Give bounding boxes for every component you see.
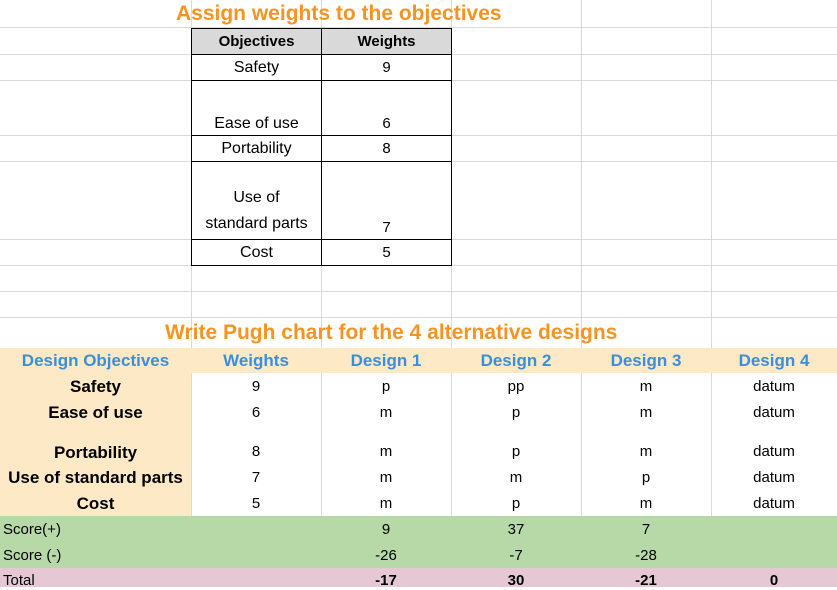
pugh-cell: 9 xyxy=(251,377,261,395)
pugh-row-label: Ease of use xyxy=(0,399,191,425)
pugh-header-design-4: Design 4 xyxy=(711,348,837,373)
weights-title: Assign weights to the objectives xyxy=(176,2,502,25)
weight-cell: 6 xyxy=(321,80,452,136)
pugh-cell: datum xyxy=(753,377,795,395)
pugh-cell: p xyxy=(511,494,521,512)
pugh-cell: m xyxy=(379,468,393,486)
objective-line: Use of xyxy=(233,189,280,206)
pugh-cell: datum xyxy=(753,403,795,421)
score-plus-cell: 37 xyxy=(451,516,581,542)
pugh-row-label: Cost xyxy=(0,490,191,516)
pugh-row-label: Use of standard parts xyxy=(0,464,191,490)
pugh-cell: m xyxy=(639,377,653,395)
pugh-cell: m xyxy=(639,443,653,460)
score-plus-label: Score(+) xyxy=(0,516,321,542)
weight-cell: 8 xyxy=(321,135,452,162)
pugh-cell: p xyxy=(511,403,521,421)
objective-cell: Safety xyxy=(191,54,322,81)
score-plus-cell xyxy=(711,516,837,542)
pugh-cell: m xyxy=(639,403,653,421)
pugh-title: Write Pugh chart for the 4 alternative d… xyxy=(165,321,618,344)
total-cell: -21 xyxy=(581,568,711,589)
pugh-header-objectives: Design Objectives xyxy=(0,348,191,373)
objective-line: standard parts xyxy=(205,215,308,232)
pugh-cell: m xyxy=(379,494,393,512)
score-plus-cell: 7 xyxy=(581,516,711,542)
pugh-cell: m xyxy=(509,468,523,486)
pugh-cell: p xyxy=(511,443,521,460)
pugh-cell: p xyxy=(641,468,651,486)
pugh-cell: datum xyxy=(753,443,795,460)
pugh-cell: datum xyxy=(753,494,795,512)
total-cell: 0 xyxy=(711,568,837,589)
pugh-cell: 5 xyxy=(251,494,261,512)
weight-cell: 9 xyxy=(321,54,452,81)
score-minus-label: Score (-) xyxy=(0,542,321,568)
pugh-header-weights: Weights xyxy=(191,348,321,373)
pugh-header-design-1: Design 1 xyxy=(321,348,451,373)
pugh-row-label: Safety xyxy=(0,373,191,399)
objective-cell: Cost xyxy=(191,239,322,266)
pugh-cell: datum xyxy=(753,468,795,486)
weights-header: Weights xyxy=(321,28,452,55)
pugh-cell: pp xyxy=(507,377,525,395)
score-plus-cell: 9 xyxy=(321,516,451,542)
pugh-cell: m xyxy=(379,443,393,460)
pugh-header-design-3: Design 3 xyxy=(581,348,711,373)
weight-cell: 5 xyxy=(321,239,452,266)
weight-cell: 7 xyxy=(321,161,452,240)
objective-cell: Portability xyxy=(191,135,322,162)
pugh-cell: m xyxy=(379,403,393,421)
pugh-cell: 6 xyxy=(251,403,261,421)
score-minus-cell: -26 xyxy=(321,542,451,568)
pugh-cell: 7 xyxy=(251,468,261,486)
total-cell: 30 xyxy=(451,568,581,589)
pugh-cell: 8 xyxy=(251,443,261,460)
score-minus-cell: -7 xyxy=(451,542,581,568)
pugh-row-label: Portability xyxy=(0,425,191,464)
objectives-header: Objectives xyxy=(191,28,322,55)
score-minus-cell: -28 xyxy=(581,542,711,568)
pugh-cell: p xyxy=(381,377,391,395)
total-cell: -17 xyxy=(321,568,451,589)
pugh-header-design-2: Design 2 xyxy=(451,348,581,373)
objective-cell: Ease of use xyxy=(191,80,322,136)
score-minus-cell xyxy=(711,542,837,568)
objective-cell: Use of standard parts xyxy=(191,161,322,240)
pugh-cell: m xyxy=(639,494,653,512)
total-label: Total xyxy=(0,568,321,589)
